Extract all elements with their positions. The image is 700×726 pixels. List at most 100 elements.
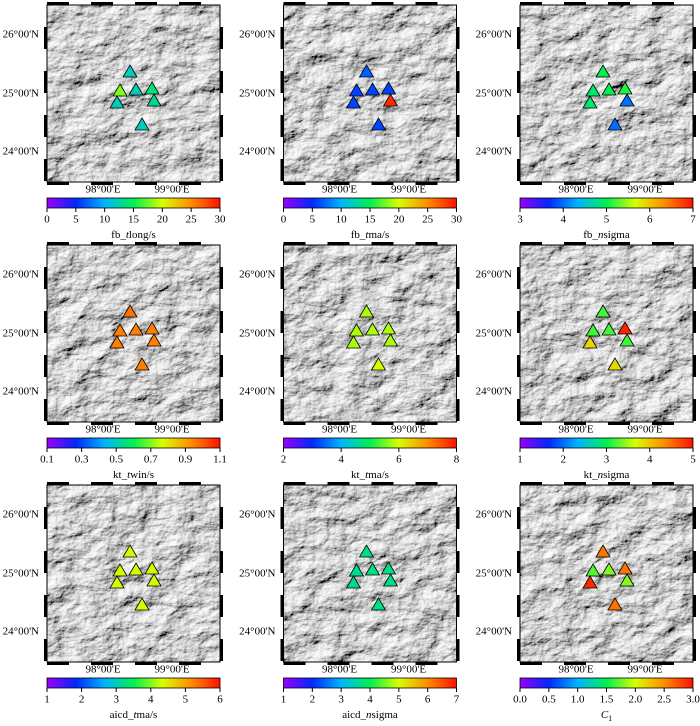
colorbar-tick-label: 0.1 xyxy=(40,454,54,466)
label-part: n xyxy=(598,469,604,481)
frame-tick xyxy=(220,27,223,49)
frame-tick xyxy=(47,662,69,665)
frame-tick xyxy=(693,311,696,333)
colorbar-tick-label: 3 xyxy=(517,214,523,226)
station xyxy=(380,561,397,575)
colorbar-label: fb_tlong/s xyxy=(111,229,156,241)
lat-label: 25°00'N xyxy=(3,88,39,100)
station xyxy=(345,575,362,589)
colorbar-tick-label: 25 xyxy=(186,214,198,226)
frame-tick xyxy=(652,662,674,665)
colorbar-tick-label: 0 xyxy=(44,214,50,226)
colorbar-tick-label: 1.1 xyxy=(213,454,227,466)
frame-tick xyxy=(280,507,284,529)
lat-label: 26°00'N xyxy=(239,509,275,521)
frame-tick xyxy=(520,422,542,425)
map-frame xyxy=(46,4,221,183)
frame-tick xyxy=(44,267,47,289)
frame-tick xyxy=(91,242,113,245)
frame-tick xyxy=(44,507,47,529)
frame-tick xyxy=(652,482,674,485)
frame-tick xyxy=(608,242,630,245)
colorbar-tick-label: 1.5 xyxy=(600,694,614,706)
frame-tick xyxy=(371,662,394,665)
lat-label: 24°00'N xyxy=(3,146,39,158)
frame-tick xyxy=(371,182,394,185)
frame-tick xyxy=(693,71,696,93)
frame-tick xyxy=(47,182,69,185)
frame-tick xyxy=(283,182,306,185)
frame-tick xyxy=(280,267,284,289)
colorbar xyxy=(46,197,221,209)
station xyxy=(122,544,138,558)
frame-tick xyxy=(220,115,223,137)
label-part: ma/s xyxy=(368,229,389,241)
frame-tick xyxy=(564,662,586,665)
frame-tick xyxy=(327,2,350,5)
label-part: fb_ xyxy=(351,229,366,241)
colorbar-tick-label: 4 xyxy=(561,214,567,226)
station xyxy=(134,597,150,611)
frame-tick xyxy=(220,355,223,377)
station xyxy=(112,323,128,337)
lon-label: 99°00'E xyxy=(154,664,189,676)
lat-label: 25°00'N xyxy=(476,328,512,340)
colorbar-tick-label: 1 xyxy=(281,694,287,706)
frame-tick xyxy=(371,242,394,245)
frame-tick xyxy=(517,27,520,49)
colorbar-label: kt_tma/s xyxy=(351,469,389,481)
station xyxy=(607,597,623,611)
frame-tick xyxy=(47,422,69,425)
colorbar-tick-label: 0.7 xyxy=(144,454,158,466)
station xyxy=(345,95,362,109)
frame-tick xyxy=(280,639,284,661)
frame-tick xyxy=(564,482,586,485)
frame-tick xyxy=(415,182,438,185)
lon-label: 99°00'E xyxy=(391,664,426,676)
lon-label: 99°00'E xyxy=(391,184,426,196)
lat-label: 26°00'N xyxy=(3,29,39,41)
frame-tick xyxy=(517,355,520,377)
frame-tick xyxy=(564,242,586,245)
colorbar-tick-label: 7 xyxy=(454,694,460,706)
station xyxy=(607,357,623,371)
station xyxy=(595,64,611,78)
frame-tick xyxy=(693,159,696,181)
station xyxy=(617,81,633,95)
frame-tick xyxy=(517,507,520,529)
station xyxy=(370,357,387,371)
lat-label: 26°00'N xyxy=(239,269,275,281)
station xyxy=(370,117,387,131)
frame-tick xyxy=(415,662,438,665)
colorbar-tick-label: 15 xyxy=(128,214,140,226)
lat-label: 25°00'N xyxy=(239,568,275,580)
lat-label: 25°00'N xyxy=(476,88,512,100)
colorbar xyxy=(519,437,694,449)
label-part: n xyxy=(598,229,604,241)
station xyxy=(582,335,598,349)
frame-tick xyxy=(135,242,157,245)
frame-tick xyxy=(415,482,438,485)
frame-tick xyxy=(47,2,69,5)
frame-tick xyxy=(564,2,586,5)
frame-tick xyxy=(456,639,460,661)
colorbar-tick-label: 6 xyxy=(396,454,402,466)
frame-tick xyxy=(415,422,438,425)
frame-tick xyxy=(220,507,223,529)
lon-label: 98°00'E xyxy=(558,424,593,436)
frame-tick xyxy=(179,482,201,485)
frame-tick xyxy=(220,551,223,573)
lon-label: 98°00'E xyxy=(558,664,593,676)
map-frame xyxy=(283,4,457,183)
colorbar-tick-label: 4 xyxy=(367,694,373,706)
station xyxy=(382,573,399,587)
frame-tick xyxy=(283,662,306,665)
label-part: C xyxy=(601,709,609,721)
frame-tick xyxy=(44,595,47,617)
station xyxy=(358,304,375,318)
lon-label: 99°00'E xyxy=(154,424,189,436)
colorbar-tick-label: 0.9 xyxy=(179,454,193,466)
lon-label: 99°00'E xyxy=(627,664,662,676)
station xyxy=(601,322,617,336)
frame-tick xyxy=(283,2,306,5)
